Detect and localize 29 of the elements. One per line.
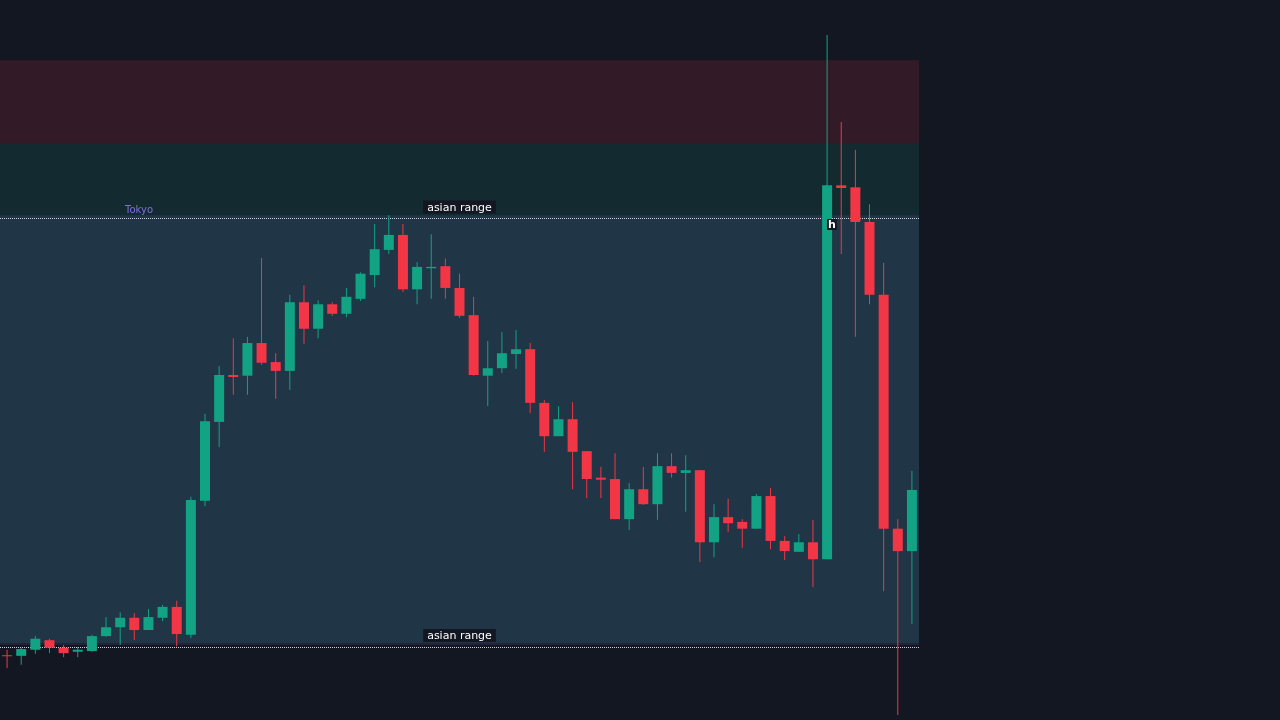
- candlestick: [496, 331, 507, 374]
- candlestick: [638, 466, 649, 506]
- candlestick: [270, 352, 281, 400]
- candlestick: [256, 257, 267, 366]
- candlestick: [836, 121, 847, 255]
- candlestick: [101, 616, 112, 638]
- candlestick: [440, 258, 451, 300]
- annotation: h: [828, 218, 836, 231]
- candlestick: [723, 498, 734, 533]
- candlestick: [807, 519, 818, 588]
- candlestick: [412, 261, 423, 305]
- band-label: Tokyo: [124, 203, 153, 215]
- ref-line-label: asian range: [427, 629, 493, 642]
- candlestick: [2, 649, 13, 669]
- candlestick: [595, 466, 606, 499]
- candlestick: [383, 214, 394, 255]
- ref-line-label: asian range: [427, 200, 493, 214]
- candlestick: [737, 518, 748, 549]
- candlestick: [129, 612, 140, 641]
- candlestick: [115, 611, 126, 646]
- candlestick: [779, 535, 790, 561]
- candlestick: [666, 452, 677, 479]
- candlestick: [341, 287, 352, 318]
- candlestick: [482, 340, 493, 407]
- candlestick: [680, 454, 691, 513]
- candlestick: [511, 329, 522, 370]
- candlestick: [892, 518, 903, 716]
- candlestick: [553, 405, 564, 437]
- candlestick: [228, 337, 239, 396]
